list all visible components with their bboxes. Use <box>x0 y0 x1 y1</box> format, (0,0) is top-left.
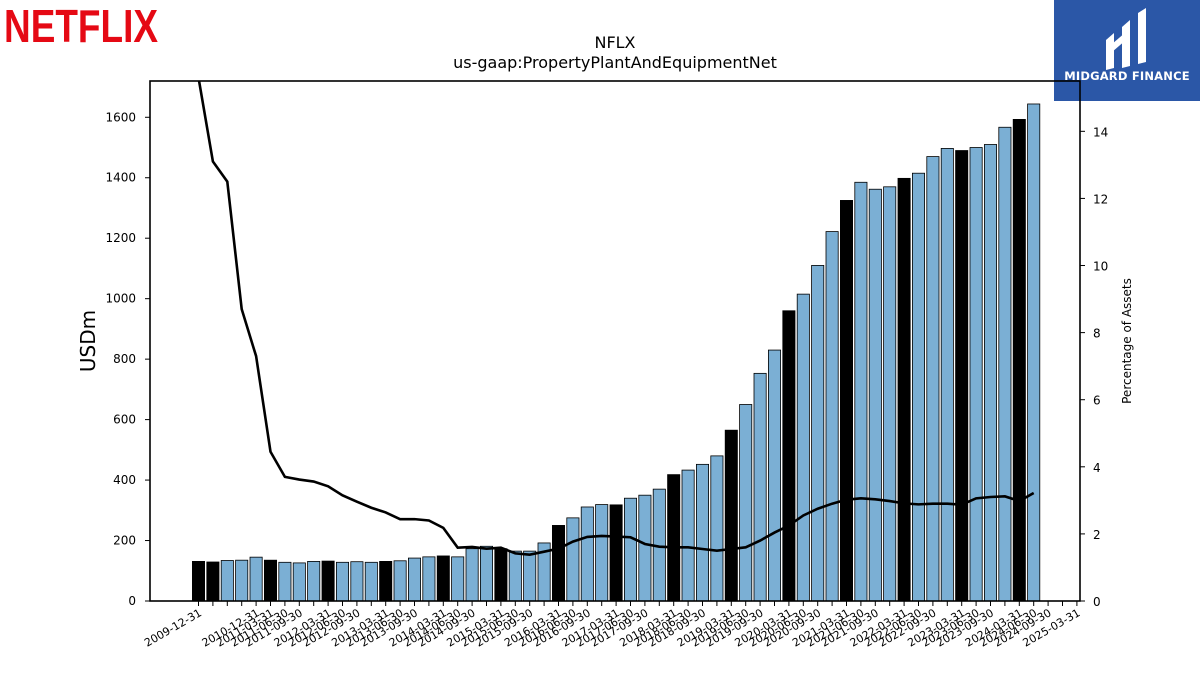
y-tick-label: 800 <box>113 352 136 366</box>
y2-tick-label: 10 <box>1093 260 1108 274</box>
bar-2017-03-31 <box>609 504 623 602</box>
bar-2021-03-31 <box>840 200 854 602</box>
bar-series <box>191 103 1041 602</box>
y2-tick-label: 12 <box>1093 192 1108 206</box>
y2-tick-label: 4 <box>1093 461 1101 475</box>
y-axis-ticks: 0 200 400 600 800 1000 1200 1400 1600 <box>105 110 150 608</box>
bar-2016-09-30 <box>580 506 594 602</box>
bar-2023-03-31 <box>955 150 969 602</box>
bar-2013-06-30 <box>393 560 407 602</box>
bar-2014-12-31 <box>479 545 493 602</box>
bar-2012-09-30 <box>350 561 364 602</box>
y2-tick-label: 14 <box>1093 125 1108 139</box>
y2-tick-label: 6 <box>1093 394 1101 408</box>
bar-2017-06-30 <box>624 497 638 602</box>
bar-2010-09-30 <box>235 559 249 602</box>
netflix-logo: NETFLIX <box>4 2 158 48</box>
chart-subtitle: us-gaap:PropertyPlantAndEquipmentNet <box>453 53 777 72</box>
bar-2022-12-31 <box>940 148 954 602</box>
bar-2011-06-30 <box>278 561 292 602</box>
x-tick-label: 2009-12-31 <box>142 606 204 649</box>
y-tick-label: 1400 <box>105 171 136 185</box>
netflix-logo-text: NETFLIX <box>4 2 158 48</box>
bar-2024-06-30 <box>1027 103 1041 602</box>
x-axis-ticks: 2009-12-312010-12-312011-03-312011-06-30… <box>142 601 1082 650</box>
bar-2018-12-31 <box>710 455 724 602</box>
y-tick-label: 200 <box>113 534 136 548</box>
bar-2020-06-30 <box>796 293 810 602</box>
bar-2021-06-30 <box>854 181 868 602</box>
bar-2024-03-31 <box>1012 119 1026 602</box>
line-series <box>197 81 1035 557</box>
bar-2015-03-31 <box>494 548 508 602</box>
bar-2011-12-31 <box>307 561 321 602</box>
bar-2016-06-30 <box>566 517 580 602</box>
bar-2012-12-31 <box>364 561 378 602</box>
bar-2009-12-31 <box>191 561 205 602</box>
bar-2021-09-30 <box>868 188 882 602</box>
y2-tick-label: 0 <box>1093 595 1101 609</box>
bar-2011-09-30 <box>292 562 306 602</box>
y2-axis-label: Percentage of Assets <box>1120 278 1134 404</box>
y-tick-label: 1000 <box>105 292 136 306</box>
y2-axis-ticks: 0 2 4 6 8 10 12 14 <box>1080 125 1108 609</box>
midgard-finance-logo: MIDGARD FINANCE <box>1054 0 1200 101</box>
bar-2013-09-30 <box>407 557 421 602</box>
y-tick-label: 0 <box>128 594 136 608</box>
bar-2012-03-31 <box>321 560 335 602</box>
bar-2023-06-30 <box>969 147 983 602</box>
bar-2010-12-31 <box>249 556 263 602</box>
bar-2010-06-30 <box>220 560 234 602</box>
percentage-of-assets-line <box>197 81 1035 557</box>
y-tick-label: 1600 <box>105 110 136 124</box>
midgard-logo-text: MIDGARD FINANCE <box>1064 69 1190 83</box>
bar-2011-03-31 <box>263 559 277 602</box>
y-tick-label: 1200 <box>105 231 136 245</box>
bar-2014-03-31 <box>436 555 450 602</box>
bar-2020-12-31 <box>825 231 839 602</box>
y2-tick-label: 8 <box>1093 327 1101 341</box>
bar-2012-06-30 <box>335 561 349 602</box>
bar-2019-12-31 <box>768 349 782 602</box>
y-tick-label: 600 <box>113 413 136 427</box>
bar-2019-09-30 <box>753 372 767 602</box>
y2-tick-label: 2 <box>1093 528 1101 542</box>
bar-2018-06-30 <box>681 469 695 602</box>
bar-2019-03-31 <box>724 429 738 602</box>
bar-2020-03-31 <box>782 310 796 602</box>
bar-2017-09-30 <box>638 494 652 602</box>
bar-2015-06-30 <box>508 550 522 602</box>
bar-2014-06-30 <box>451 556 465 602</box>
bar-2016-03-31 <box>552 525 566 602</box>
y-tick-label: 400 <box>113 473 136 487</box>
bar-2016-12-31 <box>595 504 609 602</box>
bar-2018-03-31 <box>667 474 681 602</box>
bar-2020-09-30 <box>811 265 825 602</box>
bar-2022-06-30 <box>912 172 926 602</box>
bar-2022-03-31 <box>897 177 911 602</box>
bar-2022-09-30 <box>926 156 940 602</box>
y-axis-label: USDm <box>76 310 100 372</box>
plot-frame <box>149 80 1081 602</box>
bar-2015-09-30 <box>523 550 537 602</box>
bar-2013-12-31 <box>422 556 436 602</box>
bar-2023-09-30 <box>984 144 998 602</box>
bar-2013-03-31 <box>379 561 393 602</box>
chart-title: NFLX <box>594 33 635 52</box>
midgard-logo-mark-icon <box>1106 8 1146 70</box>
bar-2019-06-30 <box>739 404 753 602</box>
bar-2023-12-31 <box>998 126 1012 602</box>
bar-2010-03-31 <box>206 561 220 602</box>
bar-2018-09-30 <box>696 463 710 602</box>
bar-2014-09-30 <box>465 548 479 602</box>
bar-2021-12-31 <box>883 186 897 602</box>
